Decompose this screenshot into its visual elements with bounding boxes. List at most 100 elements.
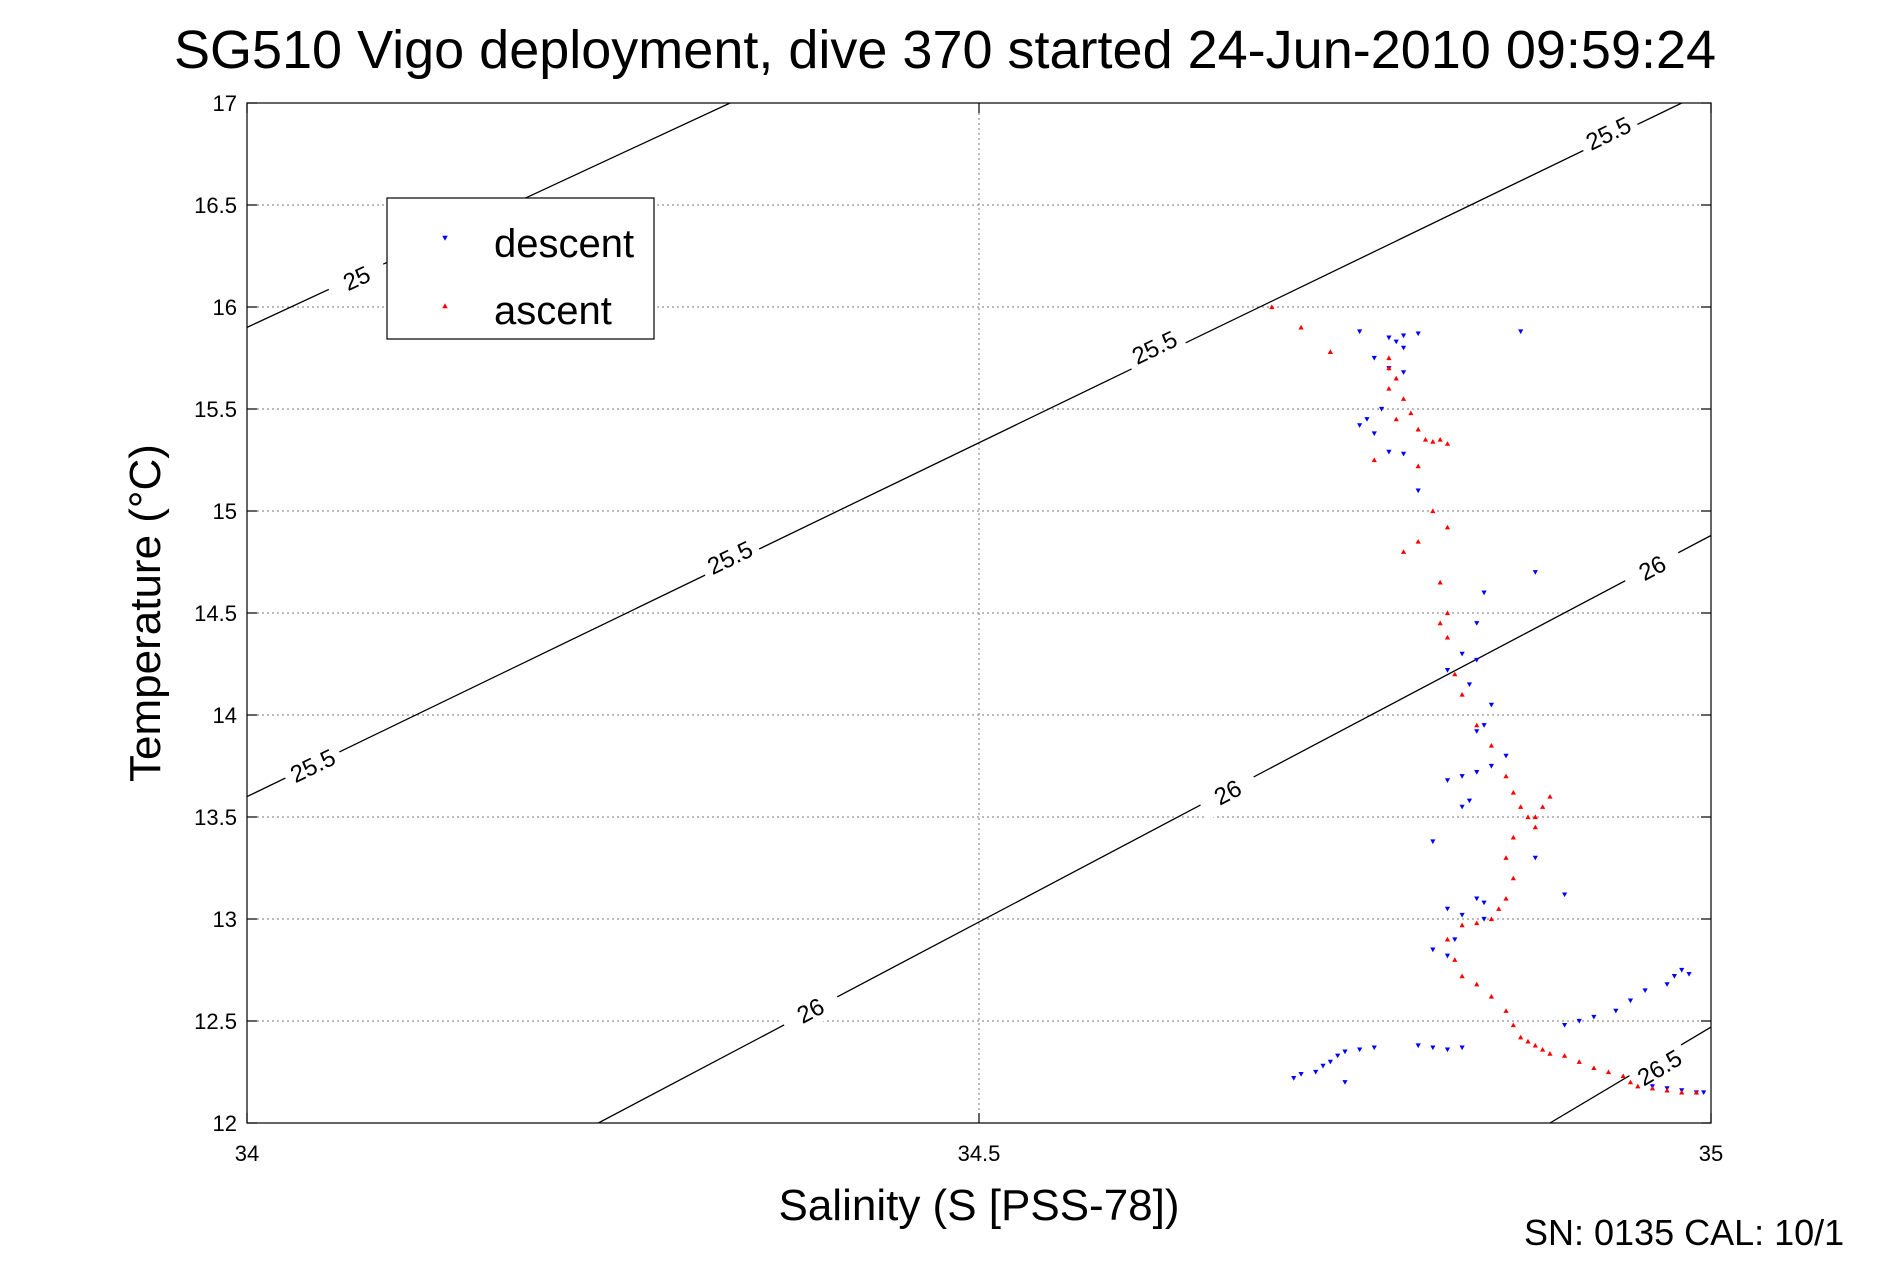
- descent-point: [1342, 1049, 1348, 1055]
- ascent-point: [1488, 993, 1494, 999]
- descent-point: [1444, 778, 1451, 783]
- ascent-point: [1510, 875, 1516, 881]
- descent-point: [1488, 763, 1494, 769]
- descent-point: [1371, 355, 1377, 361]
- ascent-point: [1474, 722, 1480, 728]
- ascent-point: [1444, 610, 1451, 616]
- ascent-point: [1269, 304, 1275, 310]
- descent-point: [1481, 723, 1487, 728]
- descent-point: [1518, 329, 1524, 335]
- y-axis-label: Temperature (°C): [121, 444, 170, 782]
- descent-point: [1430, 839, 1436, 845]
- ascent-point: [1576, 1059, 1582, 1064]
- ascent-point: [1547, 1051, 1553, 1056]
- ascent-point: [1386, 355, 1392, 361]
- descent-point: [1576, 1018, 1582, 1024]
- ascent-point: [1452, 671, 1458, 677]
- descent-point: [1562, 1023, 1568, 1028]
- isopycnal-label-bg: [696, 531, 764, 585]
- ascent-point: [1444, 634, 1451, 640]
- chart-title: SG510 Vigo deployment, dive 370 started …: [174, 20, 1716, 80]
- descent-point: [1671, 974, 1677, 979]
- ascent-point: [1540, 804, 1546, 809]
- ascent-point: [1415, 539, 1421, 544]
- ascent-point: [1408, 410, 1414, 416]
- descent-point: [1291, 1076, 1297, 1081]
- descent-point: [1400, 345, 1407, 351]
- isopycnal-label-bg: [1194, 765, 1262, 820]
- ascent-point: [1474, 981, 1480, 987]
- descent-point: [1532, 855, 1538, 861]
- ascent-point: [1532, 1042, 1538, 1048]
- ascent-point: [1503, 855, 1509, 860]
- descent-point: [1371, 1045, 1377, 1051]
- descent-point: [1357, 423, 1363, 428]
- y-tick-label: 17: [213, 91, 237, 116]
- descent-point: [1444, 906, 1451, 912]
- ascent-point: [1562, 1053, 1568, 1058]
- descent-point: [1686, 972, 1692, 977]
- ascent-point: [1664, 1087, 1670, 1093]
- y-tick-label: 14: [213, 703, 237, 728]
- ascent-point: [1518, 1034, 1524, 1040]
- descent-point: [1459, 1045, 1465, 1051]
- descent-point: [1701, 1090, 1707, 1095]
- ascent-point: [1635, 1083, 1641, 1089]
- ascent-point: [1444, 441, 1451, 446]
- ascent-point: [1437, 437, 1443, 442]
- legend: descent ascent: [386, 197, 655, 340]
- isopycnal-label-bg: [1618, 540, 1686, 596]
- isopycnal-label-bg: [323, 252, 391, 305]
- descent-point: [1444, 668, 1451, 673]
- ascent-point: [1627, 1079, 1634, 1085]
- descent-point: [1444, 1047, 1451, 1053]
- descent-point: [1452, 937, 1458, 942]
- ascent-point: [1693, 1089, 1699, 1095]
- ascent-point: [1400, 396, 1407, 401]
- descent-point: [1400, 370, 1407, 375]
- legend-label-ascent: ascent: [494, 289, 612, 333]
- descent-point: [1393, 339, 1399, 345]
- isopycnal-label-bg: [777, 983, 845, 1039]
- ascent-point: [1503, 1008, 1509, 1013]
- y-tick-label: 14.5: [194, 601, 237, 626]
- isopycnal-line-26: [598, 534, 1711, 1123]
- ascent-point: [1459, 973, 1465, 979]
- y-tick-label: 16: [213, 295, 237, 320]
- grid-lines: [247, 103, 1712, 1123]
- ascent-point: [1532, 824, 1538, 830]
- ascent-point: [1415, 463, 1421, 469]
- descent-point: [1642, 988, 1648, 993]
- ascent-point: [1488, 743, 1494, 748]
- ascent-point: [1400, 549, 1407, 554]
- ascent-point: [1496, 906, 1502, 911]
- ascent-point: [1444, 936, 1451, 942]
- ascent-point: [1510, 789, 1516, 795]
- ascent-point: [1430, 508, 1436, 514]
- descent-point: [1474, 770, 1480, 775]
- descent-point: [1474, 729, 1480, 734]
- descent-point: [1466, 798, 1473, 804]
- y-tick-label: 13: [213, 907, 237, 932]
- y-tick-label: 12: [213, 1111, 237, 1136]
- ascent-point: [1393, 416, 1399, 422]
- ascent-point: [1415, 426, 1421, 432]
- ascent-point: [1386, 365, 1392, 371]
- y-tick-label: 15: [213, 499, 237, 524]
- descent-point: [1459, 651, 1465, 657]
- descent-point: [1415, 1043, 1421, 1049]
- ascent-point: [1547, 794, 1553, 799]
- isopycnal-line-25.5: [247, 103, 1683, 798]
- ascent-point: [1518, 804, 1524, 809]
- x-tick-label: 35: [1699, 1141, 1723, 1166]
- descent-point: [1488, 702, 1494, 708]
- descent-point: [1415, 331, 1421, 337]
- y-tick-label: 12.5: [194, 1009, 237, 1034]
- x-tick-label: 34.5: [958, 1141, 1001, 1166]
- descent-point: [1320, 1063, 1326, 1069]
- data-points: [1269, 304, 1707, 1095]
- isopycnal-label-bg: [1121, 321, 1189, 375]
- descent-point: [1327, 1059, 1333, 1065]
- descent-point: [1430, 1045, 1436, 1051]
